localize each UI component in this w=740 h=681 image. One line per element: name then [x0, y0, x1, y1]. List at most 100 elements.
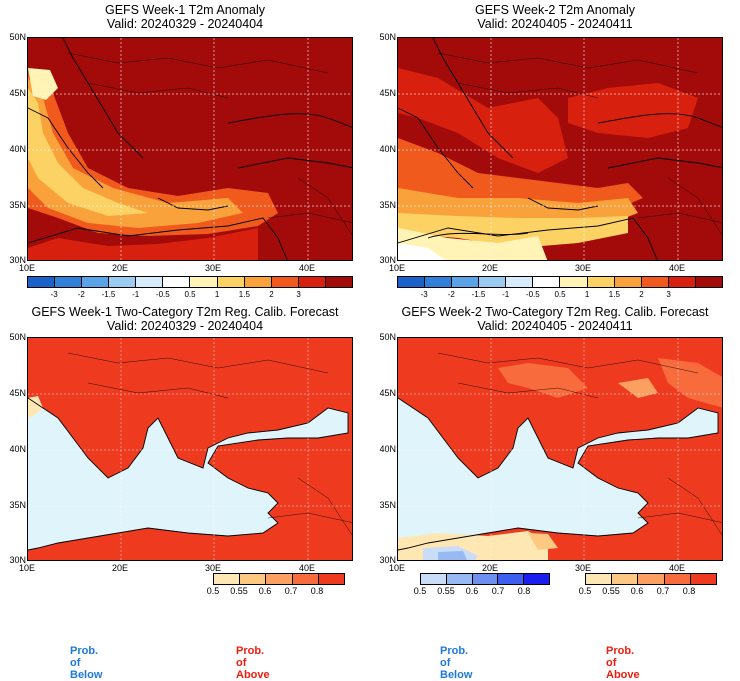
colorbar-tick-label: 1.5 — [238, 290, 250, 299]
colorbar-tick-label: -1 — [502, 290, 510, 299]
lon-label: 40E — [668, 263, 685, 273]
lon-label: 20E — [111, 563, 128, 573]
lon-label: 40E — [668, 563, 685, 573]
colorbar-cell — [163, 277, 191, 287]
colorbar-cell — [560, 277, 588, 287]
colorbar-cell — [55, 277, 83, 287]
colorbar-tick-label: -3 — [420, 290, 428, 299]
borders — [437, 52, 722, 236]
colorbar-tick-label: 0.55 — [437, 586, 455, 596]
colorbar-cell — [82, 277, 110, 287]
weak-above-probability — [528, 533, 558, 550]
coastlines — [398, 38, 722, 260]
moderate-above-probability — [658, 358, 722, 408]
anomaly-map-week2 — [397, 37, 723, 261]
colorbar-tick-label: -1.5 — [471, 290, 486, 299]
colorbar-tick-label: 0.5 — [413, 586, 427, 596]
anomaly-colorbar-week2 — [397, 276, 723, 288]
lat-label: 35N — [9, 500, 26, 510]
colorbar-tick-label: 1 — [214, 290, 220, 299]
cream-anomaly-field — [28, 68, 58, 100]
lon-label: 20E — [481, 563, 498, 573]
colorbar-cell — [325, 277, 352, 287]
gridlines — [398, 338, 722, 560]
lon-label: 10E — [18, 263, 35, 273]
colorbar-cell — [292, 574, 319, 584]
colorbar-tick-label: 0.5 — [184, 290, 196, 299]
moderate-above-probability — [498, 363, 588, 398]
colorbar-tick-label: 2 — [639, 290, 644, 299]
colorbar-cell — [668, 277, 696, 287]
colorbar-tick-label: 0.6 — [465, 586, 479, 596]
colorbar-tick-label: 0.6 — [258, 586, 272, 596]
colorbar-cell — [498, 574, 525, 584]
panel-valid-dates: Valid: 20240405 - 20240411 — [477, 17, 633, 31]
lon-label: 10E — [18, 563, 35, 573]
colorbar-cell — [641, 277, 669, 287]
colorbar-cell — [217, 277, 245, 287]
lon-label: 40E — [298, 263, 315, 273]
lon-label: 30E — [574, 263, 591, 273]
colorbar-tick-label: 0.55 — [602, 586, 620, 596]
lat-label: 45N — [9, 88, 26, 98]
colorbar-cell — [240, 574, 267, 584]
colorbar-tick-label: -3 — [50, 290, 58, 299]
lat-label: 40N — [379, 144, 396, 154]
colorbar-cell — [318, 574, 345, 584]
coastlines — [28, 38, 352, 260]
colorbar-cell — [586, 574, 613, 584]
colorbar-tick-label: 0.55 — [230, 586, 248, 596]
lat-label: 35N — [9, 200, 26, 210]
colorbar-cell — [587, 277, 615, 287]
panel-title: GEFS Week-2 Two-Category T2m Reg. Calib.… — [401, 305, 709, 319]
colorbar-cell — [425, 277, 453, 287]
lon-label: 30E — [204, 563, 221, 573]
anomaly-colorbar-week1 — [27, 276, 353, 288]
borders — [437, 352, 722, 536]
lat-label: 50N — [379, 32, 396, 42]
colorbar-cell — [612, 574, 639, 584]
colorbar-cell — [506, 277, 534, 287]
lat-label: 30N — [9, 255, 26, 265]
pale-anomaly-field — [398, 213, 628, 248]
colorbar-cell — [472, 574, 499, 584]
lat-label: 45N — [379, 88, 396, 98]
colorbar-tick-label: 0.6 — [630, 586, 644, 596]
panel-valid-dates: Valid: 20240405 - 20240411 — [477, 319, 633, 333]
borders — [67, 52, 352, 236]
colorbar-tick-label: 0.5 — [206, 586, 220, 596]
lon-label: 30E — [204, 263, 221, 273]
colorbar-tick-label: 2 — [269, 290, 274, 299]
coastlines — [398, 397, 719, 551]
lat-label: 35N — [379, 500, 396, 510]
colorbar-tick-label: 0.7 — [284, 586, 298, 596]
prob-above-label: Prob. of Above — [606, 645, 640, 681]
colorbar-cell — [109, 277, 137, 287]
lat-label: 50N — [9, 332, 26, 342]
lat-label: 40N — [9, 444, 26, 454]
gridlines — [28, 38, 352, 260]
sea-no-signal — [28, 398, 348, 550]
lat-label: 40N — [379, 444, 396, 454]
lat-label: 35N — [379, 200, 396, 210]
colorbar-cell — [421, 574, 447, 584]
colorbar-cell — [638, 574, 665, 584]
gridlines — [28, 338, 352, 560]
panel-title: GEFS Week-2 T2m Anomaly — [474, 3, 635, 17]
colorbar-cell — [533, 277, 561, 287]
colorbar-cell — [398, 277, 426, 287]
lon-label: 10E — [388, 563, 405, 573]
colorbar-tick-label: -0.5 — [155, 290, 170, 299]
colorbar-tick-label: 0.8 — [682, 586, 696, 596]
gridlines — [398, 38, 722, 260]
weak-above-probability — [28, 396, 43, 418]
colorbar-tick-label: 1 — [584, 290, 590, 299]
colorbar-tick-label: 3 — [666, 290, 671, 299]
panel-title: GEFS Week-1 Two-Category T2m Reg. Calib.… — [31, 305, 339, 319]
warm-anomaly-field — [398, 68, 568, 173]
colorbar-tick-label: -1.5 — [101, 290, 116, 299]
panel-title: GEFS Week-1 T2m Anomaly — [104, 3, 265, 17]
prob-above-colorbar-week1 — [213, 573, 345, 585]
colorbar-tick-label: -1 — [132, 290, 140, 299]
lon-label: 20E — [481, 263, 498, 273]
